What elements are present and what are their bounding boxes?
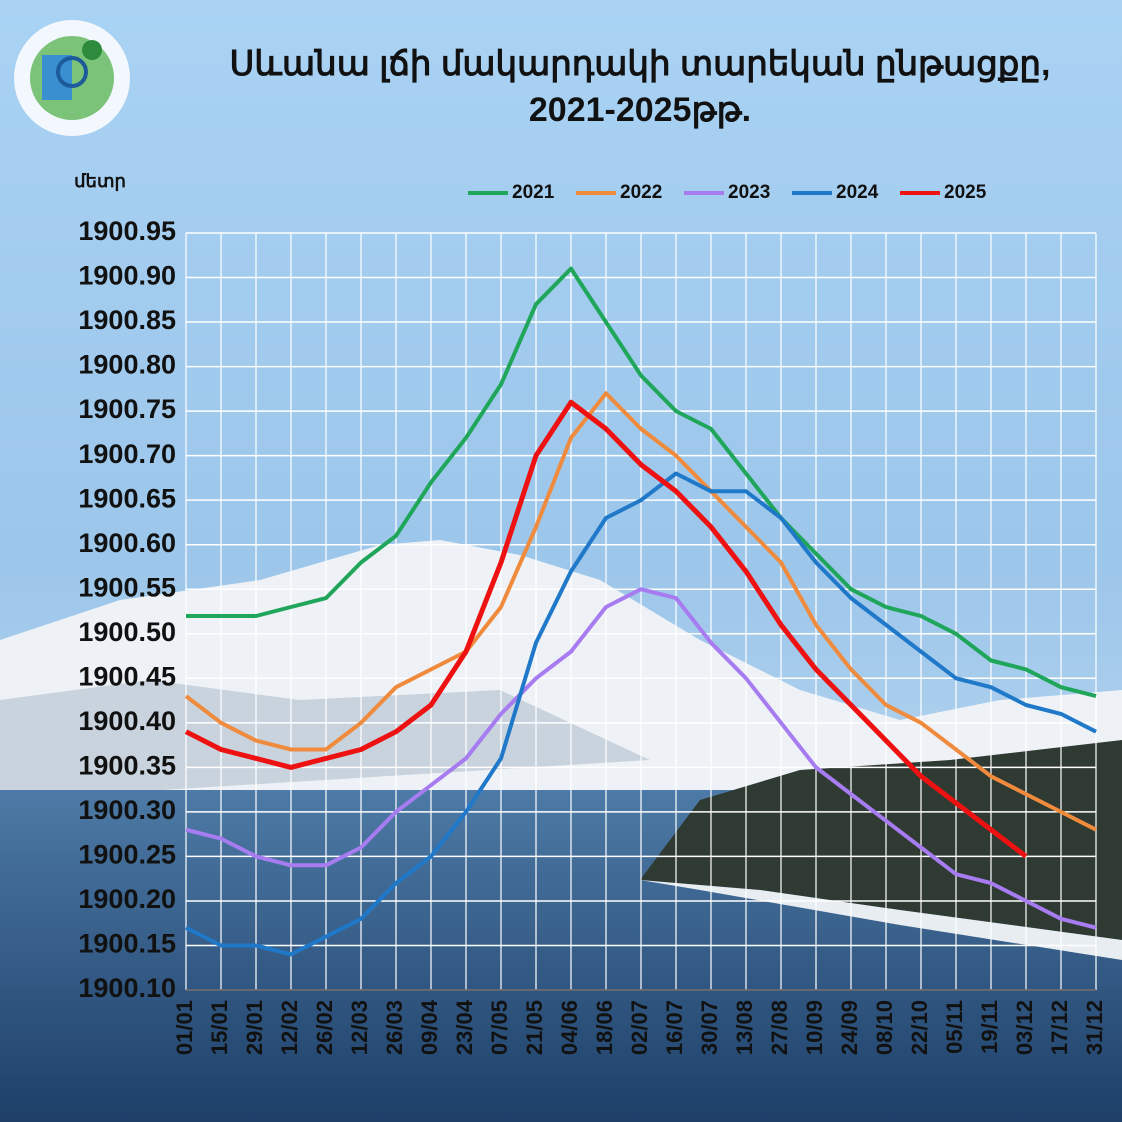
y-tick-label: 1900.50 [78,617,176,647]
y-axis-label: մետր [74,171,126,192]
x-tick-label: 10/09 [802,1000,827,1055]
series-line [184,391,1097,832]
y-tick-label: 1900.25 [78,840,176,870]
y-tick-label: 1900.45 [78,661,176,691]
x-tick-label: 12/02 [277,1000,302,1055]
y-tick-label: 1900.70 [78,439,176,469]
y-tick-label: 1900.10 [78,973,176,1003]
x-tick-label: 26/02 [312,1000,337,1055]
x-tick-label: 09/04 [417,999,442,1055]
y-tick-label: 1900.65 [78,483,176,513]
y-tick-label: 1900.35 [78,750,176,780]
legend-label: 2022 [620,182,662,203]
y-tick-label: 1900.20 [78,884,176,914]
y-tick-label: 1900.95 [78,216,176,246]
x-tick-label: 02/07 [627,1000,652,1055]
series-line [185,587,1097,930]
x-tick-label: 31/12 [1082,1000,1107,1055]
y-tick-label: 1900.75 [78,394,176,424]
x-tick-label: 27/08 [767,1000,792,1055]
x-tick-label: 23/04 [452,999,477,1055]
mountain-shade [0,680,650,800]
legend-label: 2024 [836,182,879,203]
logo [14,20,130,136]
shore-snow [640,880,1122,960]
x-tick-label: 01/01 [172,1000,197,1055]
x-tick-label: 04/06 [557,1000,582,1055]
chart-title: Սևանա լճի մակարդակի տարեկան ընթացքը, [230,45,1051,83]
x-tick-label: 16/07 [662,1000,687,1055]
x-tick-label: 30/07 [697,1000,722,1055]
y-tick-label: 1900.30 [78,795,176,825]
y-tick-label: 1900.55 [78,572,176,602]
series-line [185,471,1097,957]
y-tick-label: 1900.90 [78,261,176,291]
x-tick-label: 24/09 [837,1000,862,1055]
x-tick-label: 17/12 [1047,1000,1072,1055]
y-tick-label: 1900.85 [78,305,176,335]
legend-label: 2021 [512,182,555,203]
x-tick-label: 08/10 [872,1000,897,1055]
legend-label: 2025 [944,182,987,203]
y-tick-label: 1900.15 [78,929,176,959]
y-tick-label: 1900.80 [78,350,176,380]
x-tick-label: 29/01 [242,1000,267,1055]
series-line [184,399,1028,859]
chart-subtitle: 2021-2025թթ. [529,91,751,129]
series-line [186,266,1097,699]
x-tick-label: 19/11 [977,1000,1002,1054]
x-tick-label: 18/06 [592,1000,617,1055]
x-tick-label: 05/11 [942,1000,967,1054]
y-tick-label: 1900.40 [78,706,176,736]
x-tick-label: 03/12 [1012,1000,1037,1055]
legend-label: 2023 [728,182,770,203]
y-tick-label: 1900.60 [78,528,176,558]
x-tick-label: 07/05 [487,1000,512,1055]
x-tick-label: 26/03 [382,1000,407,1055]
x-tick-label: 13/08 [732,1000,757,1055]
x-tick-label: 12/03 [347,1000,372,1055]
x-tick-label: 21/05 [522,1000,547,1055]
x-tick-label: 22/10 [907,1000,932,1055]
x-tick-label: 15/01 [207,1000,232,1055]
